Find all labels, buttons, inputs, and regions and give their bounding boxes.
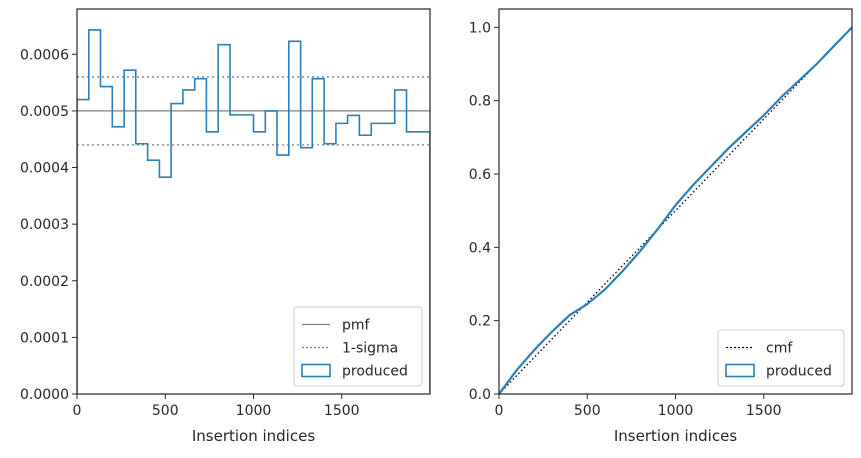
y-tick-label: 0.0001 (20, 330, 69, 346)
y-tick-label: 0.0004 (20, 161, 69, 177)
legend-frame (293, 306, 423, 387)
plot-frame (76, 8, 431, 395)
right-chart-cmf: 0.0 0.2 0.4 0.6 0.8 1.0 0 500 1000 1500 Insertion … (469, 8, 853, 445)
y-tick-label: 0.0002 (20, 274, 69, 290)
legend-handle (301, 363, 331, 378)
y-tick-label: 0.4 (469, 240, 491, 256)
x-tick-label: 1000 (658, 403, 694, 419)
legend-label: produced (766, 364, 832, 380)
y-tick-label: 0.0 (469, 387, 491, 403)
plot-frame (498, 8, 853, 395)
x-tick-label: 0 (73, 403, 82, 419)
y-tick-label: 0.8 (469, 94, 491, 110)
legend-label: cmf (766, 341, 793, 357)
x-tick-label: 0 (495, 403, 504, 419)
y-tick-label: 1.0 (469, 20, 491, 36)
y-tick-label: 0.6 (469, 167, 491, 183)
x-axis-label: Insertion indices (192, 427, 315, 445)
x-tick-label: 1500 (746, 403, 782, 419)
legend-frame (717, 329, 845, 387)
legend-label: pmf (342, 318, 371, 334)
y-tick-label: 0.2 (469, 314, 491, 330)
series-cmf (499, 26, 852, 394)
plot-area (77, 29, 430, 394)
legend: cmf produced (717, 329, 845, 387)
legend-label: 1-sigma (342, 341, 398, 357)
y-tick-label: 0.0005 (20, 104, 69, 120)
legend-handle (725, 363, 755, 378)
x-tick-label: 500 (574, 403, 601, 419)
y-tick-label: 0.0000 (20, 387, 69, 403)
series-produced (77, 29, 430, 394)
x-axis-label: Insertion indices (614, 427, 737, 445)
y-tick-label: 0.0006 (20, 47, 69, 63)
x-tick-label: 1000 (236, 403, 272, 419)
x-tick-label: 1500 (324, 403, 360, 419)
series-produced (499, 26, 852, 394)
left-chart-pmf: 0.0000 0.0001 0.0002 0.0003 0.0004 0.0005 0.00… (20, 8, 431, 445)
x-tick-label: 500 (152, 403, 179, 419)
y-tick-label: 0.0003 (20, 217, 69, 233)
legend-label: produced (342, 364, 408, 380)
plot-area (499, 26, 852, 394)
legend: pmf 1-sigma produced (293, 306, 423, 387)
